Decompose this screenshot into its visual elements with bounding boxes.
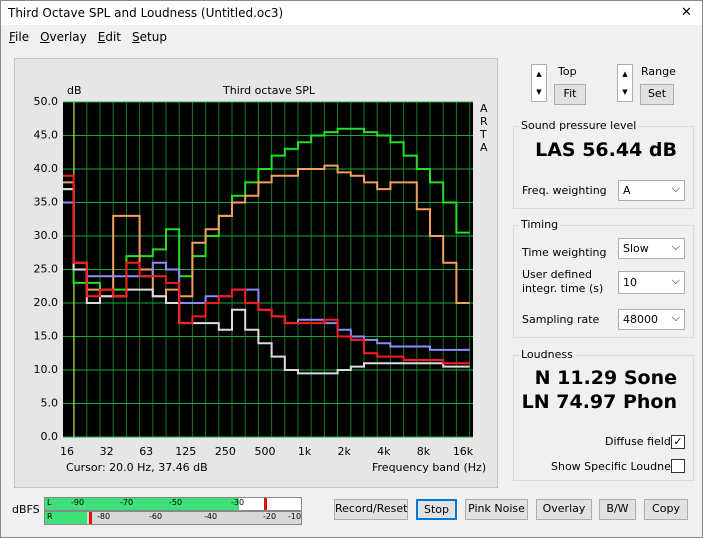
set-button[interactable]: Set [640,84,674,105]
meter-tick: -60 [149,512,163,521]
range-label: Range [641,65,676,78]
y-tick-label: 20.0 [34,296,59,309]
chart-title: Third octave SPL [222,84,316,97]
meter-fill [45,512,87,524]
meter-tick: -90 [71,498,85,507]
plot-lines [63,127,470,375]
meter-tick: -70 [120,498,134,507]
cursor-readout: Cursor: 20.0 Hz, 37.46 dB [66,461,208,474]
menu-bar: File Overlay Edit Setup [9,30,178,44]
chart: dB Third octave SPL Cursor: 20.0 Hz, 37.… [14,58,498,488]
time-weighting-combo[interactable]: Slow [618,237,685,259]
x-tick-label: 8k [417,445,431,458]
y-tick-label: 25.0 [34,263,59,276]
y-axis-label: dB [67,84,82,97]
y-tick-label: 15.0 [34,330,59,343]
group-title: Timing [519,218,561,231]
meter-tick: -20 [263,512,277,521]
y-tick-label: 40.0 [34,162,59,175]
menu-item[interactable]: Overlay [40,30,87,44]
title-bar [1,1,702,25]
y-tick-label: 35.0 [34,196,59,209]
meter-tick: -80 [97,512,111,521]
timing-group: Timing Time weighting Slow User defined … [513,218,694,338]
field-label: User defined integr. time (s) [522,268,604,295]
x-tick-label: 16 [60,445,74,458]
integr-input[interactable]: 10 [618,270,685,294]
x-tick-label: 2k [338,445,352,458]
range-spinner[interactable]: ▲ ▼ [617,64,633,102]
x-tick-label: 4k [377,445,391,458]
group-title: Sound pressure level [519,119,639,132]
weighting-combo[interactable]: A [618,179,685,201]
y-tick-label: 30.0 [34,229,59,242]
window-title: Third Octave SPL and Loudness (Untitled.… [8,6,284,20]
meter-fill [45,498,239,510]
x-tick-label: 1k [298,445,312,458]
x-tick-label: 32 [100,445,114,458]
field-label: Time weighting [522,246,607,259]
meter-r: R [44,511,302,525]
y-tick-label: 5.0 [41,397,59,410]
x-tick-label: 16k [453,445,474,458]
close-button[interactable]: ✕ [681,5,692,20]
field-label: Sampling rate [522,313,600,326]
field-label: Freq. weighting [522,184,607,197]
menu-item[interactable]: File [9,30,30,44]
brand-label: ARTA [480,102,488,154]
meter-tick: -50 [169,498,183,507]
group-title: Loudness [519,348,575,361]
specific-checkbox[interactable] [671,459,685,473]
meter-tick: -40 [204,512,218,521]
channel-label: R [47,512,53,521]
toolbar-button[interactable]: Copy [644,499,688,520]
toolbar-button[interactable]: B/W [599,499,636,520]
meter-label: dBFS [12,503,40,516]
x-tick-label: 500 [255,445,276,458]
series-line [63,164,470,304]
checkbox-label: Show Specific Loudness [551,460,683,473]
meter-l: L [44,497,302,511]
fit-button[interactable]: Fit [554,84,586,105]
toolbar-button[interactable]: Stop [416,499,457,520]
x-tick-label: 125 [175,445,196,458]
toolbar-button[interactable]: Record/Reset [334,499,408,520]
spl-reading: LAS 56.44 dB [535,139,677,161]
toolbar-button[interactable]: Pink Noise [465,499,528,520]
meter-peak [89,512,92,524]
series-line [63,127,470,291]
channel-label: L [47,498,52,507]
menu-item[interactable]: Edit [97,30,122,44]
series-line [63,174,470,365]
meter-tick: -10 [288,512,302,521]
toolbar-button[interactable]: Overlay [536,499,592,520]
y-tick-label: 45.0 [34,129,59,142]
x-tick-label: 250 [215,445,236,458]
x-axis-label: Frequency band (Hz) [372,461,486,474]
y-tick-label: 0.0 [41,430,59,443]
loudness-group: Loudness N 11.29 Sone LN 74.97 Phon Diff… [513,348,694,481]
loudness-ln: LN 74.97 Phon [521,391,677,413]
checkbox-label: Diffuse field [605,435,671,448]
spl-group: Sound pressure level LAS 56.44 dB Freq. … [513,119,694,209]
meter-peak [264,498,267,510]
meter-tick: -30 [231,498,245,507]
y-tick-label: 50.0 [34,95,59,108]
rate-combo[interactable]: 48000 [618,308,685,330]
y-tick-label: 10.0 [34,363,59,376]
menu-item[interactable]: Setup [132,30,167,44]
top-label: Top [558,65,577,78]
loudness-n: N 11.29 Sone [534,367,677,389]
x-tick-label: 63 [139,445,153,458]
diffuse-checkbox[interactable]: ✓ [671,435,685,449]
top-spinner[interactable]: ▲ ▼ [531,64,547,102]
